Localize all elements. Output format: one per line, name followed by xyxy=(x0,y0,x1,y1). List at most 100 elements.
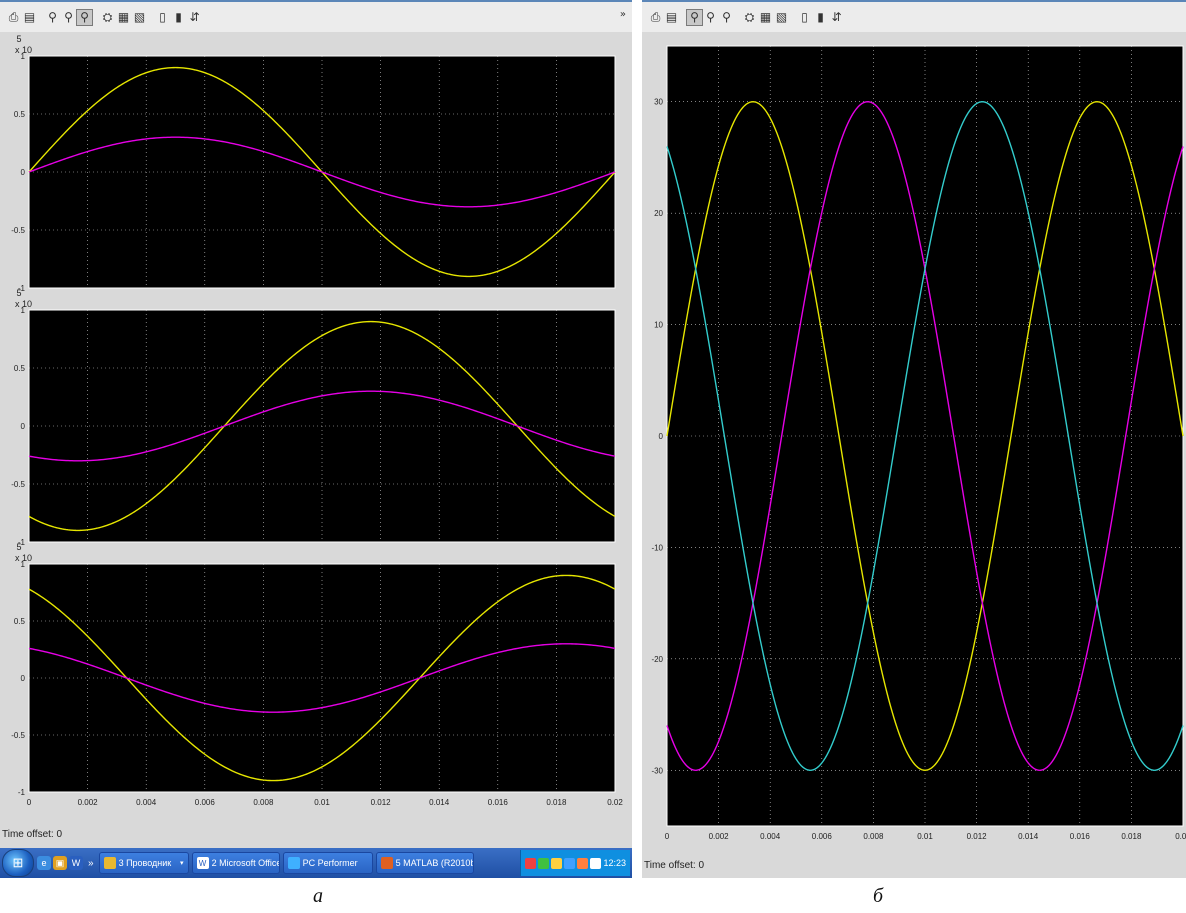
x-tick-label: 0.002 xyxy=(78,798,99,807)
y-tick-label: 30 xyxy=(654,98,663,107)
x-tick-label: 0.006 xyxy=(195,798,216,807)
axis-exponent: 5 xyxy=(16,542,21,552)
plot-axes xyxy=(28,563,616,793)
task-label: PC Performer xyxy=(302,858,358,868)
y-tick-label: 1 xyxy=(21,306,26,315)
task-label: 3 Проводник xyxy=(118,858,172,868)
print-icon[interactable]: ⎙ xyxy=(650,9,661,24)
tray-app-icon[interactable] xyxy=(564,857,576,869)
binoculars-autoscale-icon[interactable]: ⛭ xyxy=(102,9,113,24)
zoom-in-icon[interactable]: ⚲ xyxy=(686,8,703,26)
y-tick-label: -0.5 xyxy=(11,731,25,740)
axis-multiplier: x 10 xyxy=(15,45,32,55)
y-tick-label: 0.5 xyxy=(14,617,26,626)
binoculars-autoscale-icon[interactable]: ⛭ xyxy=(744,9,755,24)
x-tick-label: 0.004 xyxy=(760,832,781,841)
quick-launch-more-icon[interactable]: » xyxy=(88,857,94,869)
restore-axes-icon[interactable]: ▧ xyxy=(133,10,146,24)
y-tick-label: 1 xyxy=(21,560,26,569)
tray-app-icon[interactable] xyxy=(577,857,589,869)
x-tick-label: 0 xyxy=(665,832,670,841)
clock: 12:23 xyxy=(603,858,626,868)
tray-app-icon[interactable] xyxy=(551,857,563,869)
scope-toolbar: ⎙ ▤ ⚲ ⚲ ⚲ ⛭ ▦ ▧ ▯ ▮ ⇵ xyxy=(642,0,1186,32)
zoom-in-icon[interactable]: ⚲ xyxy=(48,10,57,24)
tray-app-icon[interactable] xyxy=(538,857,550,869)
series-line-magenta xyxy=(28,136,616,208)
lock-icon[interactable]: ▮ xyxy=(175,10,182,24)
app-icon xyxy=(287,857,300,869)
folder-icon xyxy=(103,857,116,869)
task-pc-performer[interactable]: PC Performer xyxy=(282,852,373,874)
x-tick-label: 0 xyxy=(27,798,32,807)
toolbar-separator xyxy=(38,10,44,25)
y-tick-label: 0 xyxy=(21,168,26,177)
y-tick-label: -0.5 xyxy=(11,226,25,235)
series-line-magenta xyxy=(28,643,616,713)
axis-exponent: 5 xyxy=(16,34,21,44)
toolbar-separator xyxy=(148,10,154,25)
x-tick-label: 0.006 xyxy=(812,832,833,841)
task-matlab[interactable]: 5 MATLAB (R2010b) ▾ xyxy=(375,852,474,874)
x-tick-label: 0.008 xyxy=(863,832,884,841)
matlab-icon xyxy=(380,857,393,869)
y-tick-label: 0 xyxy=(659,432,664,441)
toolbar-overflow-icon[interactable]: » xyxy=(619,9,626,20)
toolbar-separator xyxy=(790,10,796,25)
task-label: 2 Microsoft Office ... xyxy=(211,858,280,868)
y-tick-label: 0.5 xyxy=(14,364,26,373)
zoom-x-icon[interactable]: ⚲ xyxy=(64,10,73,24)
x-tick-label: 0.018 xyxy=(546,798,567,807)
axis-multiplier: x 10 xyxy=(15,299,32,309)
task-explorer[interactable]: 3 Проводник ▾ xyxy=(98,852,189,874)
signal-selection-icon[interactable]: ⇵ xyxy=(189,10,200,24)
print-icon[interactable]: ⎙ xyxy=(8,9,19,24)
x-tick-label: 0.012 xyxy=(967,832,988,841)
y-tick-label: 10 xyxy=(654,321,663,330)
folder-icon[interactable]: ▣ xyxy=(53,856,67,870)
chevron-down-icon: ▾ xyxy=(180,860,184,867)
word-icon[interactable]: W xyxy=(69,856,83,870)
x-tick-label: 0.002 xyxy=(709,832,730,841)
floating-scope-icon[interactable]: ▯ xyxy=(159,10,166,24)
parameters-icon[interactable]: ▤ xyxy=(665,10,678,24)
scope-toolbar: ⎙ ▤ ⚲ ⚲ ⚲ ⛭ ▦ ▧ ▯ ▮ ⇵ xyxy=(0,0,632,32)
zoom-y-icon[interactable]: ⚲ xyxy=(76,8,93,26)
ie-icon[interactable]: e xyxy=(37,856,51,870)
volume-icon[interactable] xyxy=(590,857,602,869)
task-office[interactable]: W 2 Microsoft Office ... ▾ xyxy=(191,852,280,874)
zoom-x-icon[interactable]: ⚲ xyxy=(706,10,715,24)
scope-plot-area: 30 20 10 0 -10 -20 -30 0 0.002 0.004 0.006 0.008 0.0… xyxy=(651,45,1186,841)
y-tick-label: -1 xyxy=(18,284,26,293)
restore-axes-icon[interactable]: ▧ xyxy=(775,10,788,24)
system-tray: 12:23 xyxy=(520,850,630,876)
x-tick-label: 0.014 xyxy=(429,798,450,807)
time-offset-label: Time offset: 0 xyxy=(644,860,705,871)
tray-app-icon[interactable] xyxy=(525,857,537,869)
save-axes-icon[interactable]: ▦ xyxy=(759,10,772,24)
parameters-icon[interactable]: ▤ xyxy=(23,10,36,24)
y-tick-label: -1 xyxy=(18,788,26,797)
caption-b: б xyxy=(873,885,884,907)
time-offset-label: Time offset: 0 xyxy=(2,829,63,840)
floating-scope-icon[interactable]: ▯ xyxy=(801,10,808,24)
series-line-yellow xyxy=(666,101,1184,771)
signal-selection-icon[interactable]: ⇵ xyxy=(831,10,842,24)
zoom-y-icon[interactable]: ⚲ xyxy=(722,10,731,24)
x-tick-label: 0.01 xyxy=(917,832,933,841)
y-tick-label: -1 xyxy=(18,538,26,547)
x-tick-label: 0.02 xyxy=(1175,832,1186,841)
scope-window-a: ⎙ ▤ ⚲ ⚲ ⚲ ⛭ ▦ ▧ ▯ ▮ ⇵ » 1 0.5 0 -0.5 -1 5 x 10 1 0.5 0 -0.5-… xyxy=(0,0,632,878)
series-line-magenta xyxy=(28,390,616,462)
y-tick-label: 20 xyxy=(654,209,663,218)
x-tick-label: 0.012 xyxy=(371,798,392,807)
x-tick-label: 0.018 xyxy=(1121,832,1142,841)
series-line-cyan xyxy=(666,101,1184,771)
lock-icon[interactable]: ▮ xyxy=(817,10,824,24)
toolbar-separator xyxy=(680,10,686,25)
toolbar-separator xyxy=(735,10,741,25)
task-label: 5 MATLAB (R2010b) xyxy=(395,858,474,868)
save-axes-icon[interactable]: ▦ xyxy=(117,10,130,24)
start-button[interactable]: ⊞ xyxy=(2,849,34,877)
caption-a: а xyxy=(313,885,323,907)
